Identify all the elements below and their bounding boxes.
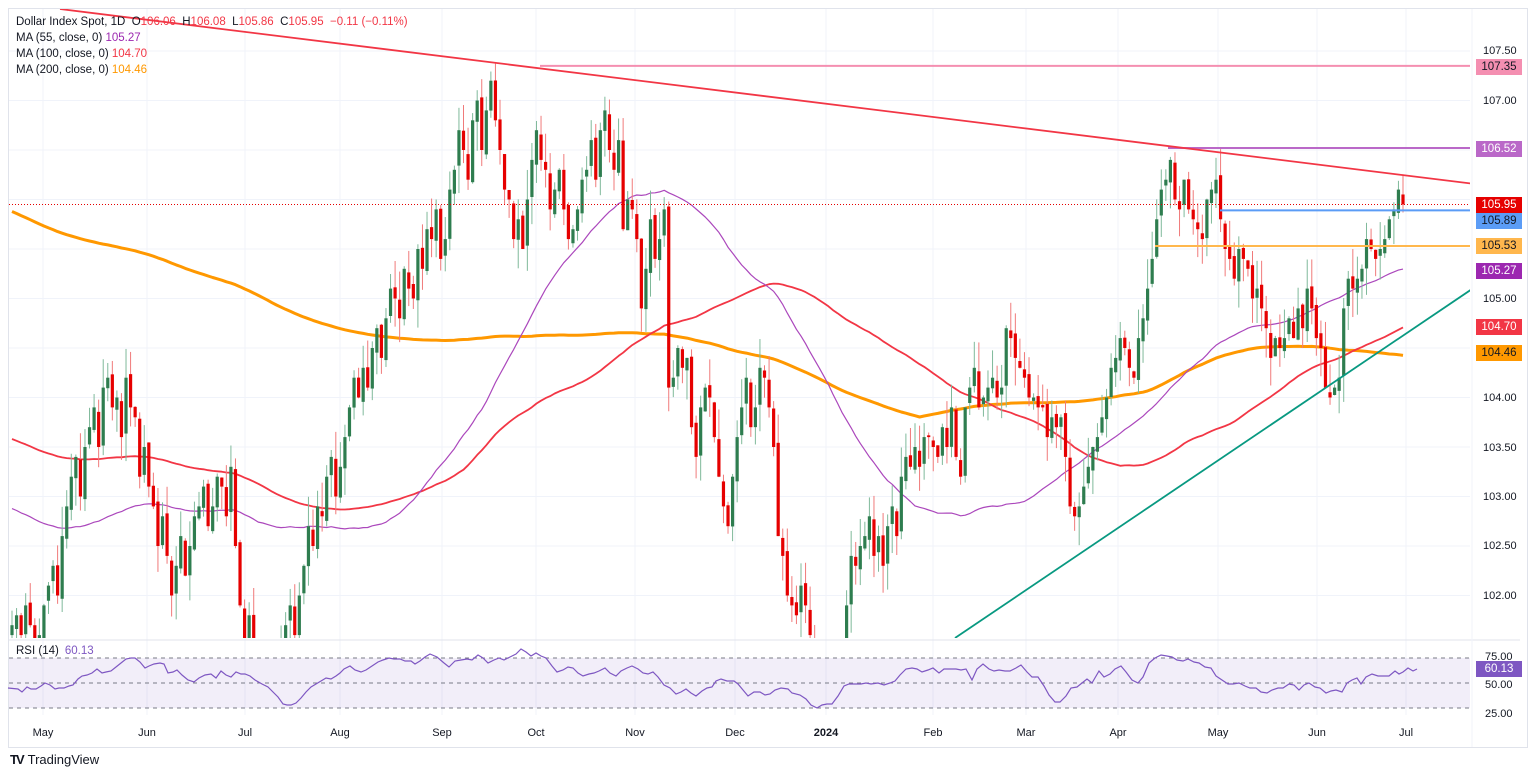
time-label-jun: Jun [1308, 727, 1326, 739]
ma55-line [11, 189, 1404, 530]
open-value: 106.06 [140, 16, 176, 28]
rsi-tick: 50.00 [1485, 679, 1513, 691]
price-tick: 102.00 [1483, 590, 1517, 602]
chart-legend: Dollar Index Spot, 1D O106.06 H106.08 L1… [16, 14, 408, 78]
low-value: 105.86 [238, 16, 274, 28]
time-label-oct: Oct [527, 727, 545, 739]
price-tick: 105.00 [1483, 293, 1517, 305]
time-label-sep: Sep [432, 727, 452, 739]
price-tick: 103.00 [1483, 491, 1517, 503]
rsi-value: 60.13 [64, 645, 94, 657]
ma200-legend[interactable]: MA (200, close, 0) 104.46 [16, 64, 148, 76]
high-value: 106.08 [190, 16, 226, 28]
rsi-legend[interactable]: RSI (14) 60.13 [16, 645, 94, 657]
price-tag-ma100: 104.70 [1476, 319, 1522, 335]
brand-name: TradingView [27, 752, 100, 767]
candlesticks [10, 63, 1405, 638]
rsi-tag: 60.13 [1476, 661, 1522, 677]
time-label-may: May [1207, 727, 1229, 739]
change-value: −0.11 (−0.11%) [330, 16, 408, 28]
ma100-legend[interactable]: MA (100, close, 0) 104.70 [16, 48, 148, 60]
grid-lines [9, 9, 1520, 747]
horizontal-levels[interactable] [9, 64, 1470, 248]
time-label-mar: Mar [1016, 727, 1036, 739]
time-label-apr: Apr [1109, 727, 1127, 739]
price-tick: 107.50 [1483, 45, 1517, 57]
price-tick: 104.00 [1483, 392, 1517, 404]
tradingview-logo-icon: TV [10, 752, 25, 767]
time-label-jul: Jul [237, 727, 253, 739]
rsi-line [7, 648, 1418, 709]
trendlines[interactable] [59, 9, 1475, 638]
price-tick: 107.00 [1483, 95, 1517, 107]
price-tag-105-53: 105.53 [1476, 238, 1522, 254]
time-label-aug: Aug [330, 727, 350, 739]
ma55-legend[interactable]: MA (55, close, 0) 105.27 [16, 32, 141, 44]
close-value: 105.95 [288, 16, 324, 28]
chart-frame [8, 8, 1528, 748]
rsi-tick: 25.00 [1485, 708, 1513, 720]
price-tag-ma200: 104.46 [1476, 345, 1522, 361]
time-label-jun: Jun [138, 727, 156, 739]
interval[interactable]: 1D [110, 16, 126, 28]
price-tag-107-35: 107.35 [1476, 59, 1522, 75]
ma200-line [11, 210, 1404, 419]
price-tag-106-52: 106.52 [1476, 141, 1522, 157]
price-tag-105-89: 105.89 [1476, 213, 1522, 229]
time-label-dec: Dec [725, 727, 745, 739]
price-tick: 102.50 [1483, 540, 1517, 552]
tradingview-footer[interactable]: TV TradingView [10, 752, 99, 767]
price-tick: 103.50 [1483, 442, 1517, 454]
price-tag-ma55: 105.27 [1476, 263, 1522, 279]
time-label-jul: Jul [1398, 727, 1414, 739]
time-label-nov: Nov [625, 727, 645, 739]
time-label-feb: Feb [923, 727, 943, 739]
ma100-line [11, 282, 1404, 511]
symbol-name[interactable]: Dollar Index Spot [16, 16, 105, 28]
time-label-2024: 2024 [813, 727, 839, 739]
rsi-band [9, 657, 1470, 709]
time-label-may: May [32, 727, 54, 739]
symbol-ohlc-row: Dollar Index Spot, 1D O106.06 H106.08 L1… [16, 16, 408, 28]
price-tag-last: 105.95 [1476, 197, 1522, 213]
rsi-tick: 75.00 [1485, 651, 1513, 663]
